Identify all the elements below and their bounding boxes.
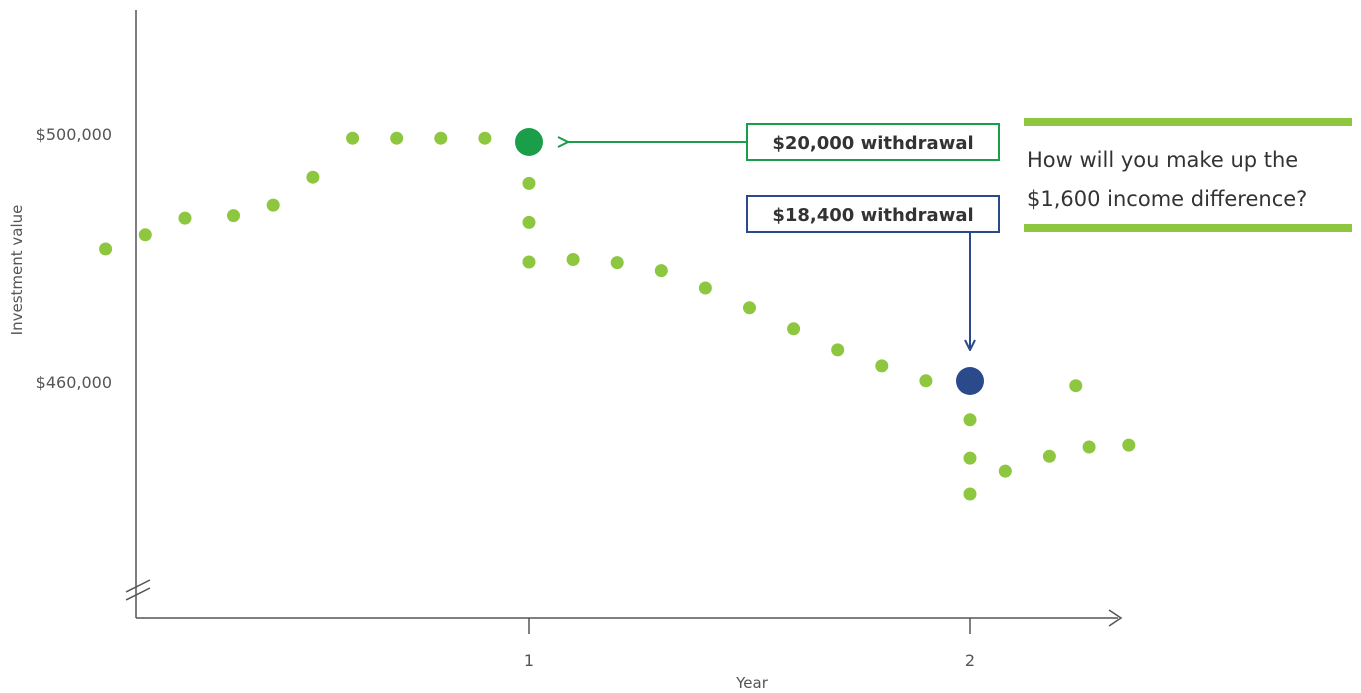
data-point-26	[963, 487, 977, 501]
withdrawal-2-label: $18,400 withdrawal	[772, 205, 973, 226]
data-point-13	[566, 253, 580, 266]
data-point-17	[743, 301, 756, 315]
question-line-2: $1,600 income difference?	[1027, 187, 1307, 211]
y-tick-label-460000: $460,000	[36, 373, 112, 392]
question-line-1: How will you make up the	[1027, 148, 1298, 172]
x-axis-arrow-icon	[1108, 609, 1123, 627]
data-point-5	[306, 170, 320, 184]
question-top-bar	[1024, 118, 1352, 126]
data-point-23	[1069, 379, 1083, 393]
points-layer	[99, 131, 1136, 501]
data-point-19	[831, 343, 845, 357]
x-axis-title: Year	[735, 674, 769, 692]
data-point-3	[227, 209, 240, 223]
y-axis-title: Investment value	[8, 205, 26, 336]
withdrawal-2-marker	[956, 367, 984, 395]
withdrawal-2-label-box	[746, 195, 1000, 233]
y-axis-break-icon	[125, 579, 151, 601]
question-bottom-bar	[1024, 224, 1352, 232]
data-point-24	[963, 413, 977, 427]
data-point-20	[875, 359, 889, 373]
y-tick-label-500000: $500,000	[36, 125, 112, 144]
data-point-16	[698, 281, 712, 295]
data-point-11	[522, 215, 536, 229]
data-point-30	[1122, 438, 1136, 452]
data-point-18	[787, 322, 801, 336]
x-tick-label-2: 2	[965, 651, 975, 670]
data-point-2	[178, 211, 192, 225]
data-point-25	[963, 451, 977, 465]
withdrawal-1-label-box	[746, 123, 1000, 161]
data-point-9	[478, 131, 492, 145]
data-point-4	[266, 198, 280, 212]
data-point-6	[346, 131, 360, 145]
withdrawal-1-label: $20,000 withdrawal	[772, 133, 973, 154]
x-tick-label-1: 1	[524, 651, 534, 670]
data-point-12	[522, 255, 536, 269]
data-point-28	[1042, 449, 1056, 463]
data-point-29	[1082, 440, 1096, 454]
withdrawal-1-marker	[515, 128, 543, 156]
data-point-8	[434, 131, 448, 145]
data-point-14	[610, 256, 624, 270]
data-point-0	[99, 242, 113, 256]
data-point-21	[919, 374, 933, 388]
data-point-1	[138, 228, 152, 242]
data-point-27	[998, 464, 1012, 478]
data-point-10	[522, 176, 536, 190]
data-point-15	[654, 264, 668, 278]
data-point-7	[390, 131, 404, 145]
